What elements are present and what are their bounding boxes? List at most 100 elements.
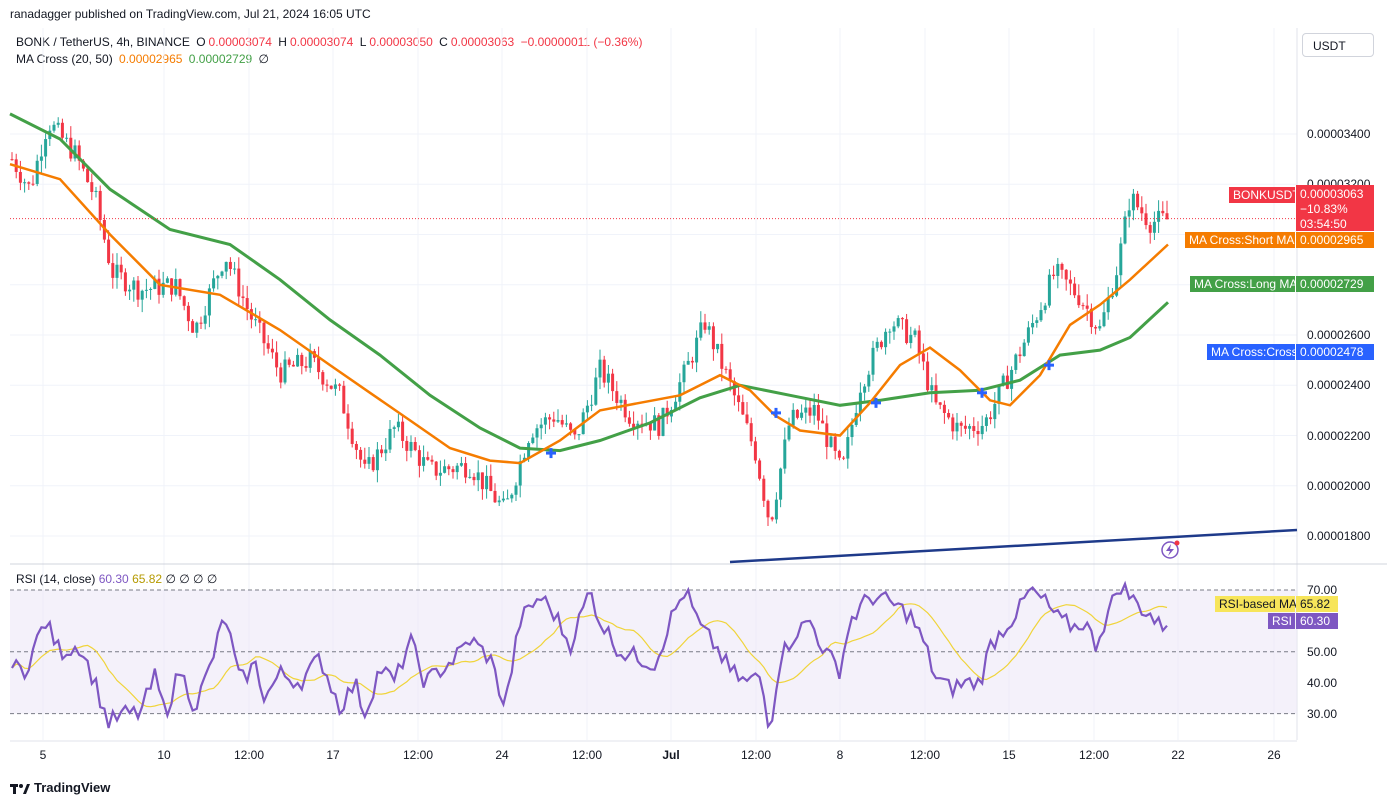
candle-body bbox=[60, 122, 64, 138]
cross-marker bbox=[1047, 360, 1051, 371]
candle-body bbox=[304, 366, 308, 368]
candle-body bbox=[23, 182, 27, 184]
candle-body bbox=[464, 463, 468, 478]
candle-body bbox=[611, 373, 615, 392]
candle-body bbox=[947, 412, 951, 418]
candle-body bbox=[737, 395, 741, 403]
candle-body bbox=[926, 361, 930, 391]
candle-body bbox=[514, 485, 518, 495]
candle-body bbox=[976, 431, 980, 435]
candle-body bbox=[1102, 312, 1106, 327]
candle-body bbox=[770, 517, 774, 520]
candle-body bbox=[804, 407, 808, 413]
candle-body bbox=[627, 417, 631, 424]
candle-body bbox=[1052, 274, 1056, 276]
high-value: 0.00003074 bbox=[289, 35, 354, 49]
time-axis-label: 12:00 bbox=[233, 748, 265, 762]
candle-body bbox=[892, 326, 896, 332]
candle-body bbox=[686, 360, 690, 365]
ma-title[interactable]: MA Cross (20, 50) bbox=[16, 52, 113, 66]
rsi-axis-label: 50.00 bbox=[1307, 644, 1338, 659]
low-label: L bbox=[359, 35, 367, 49]
candle-body bbox=[548, 417, 552, 420]
open-label: O bbox=[196, 35, 206, 49]
short-ma-name-tag: MA Cross:Short MA bbox=[1185, 232, 1295, 248]
candle-body bbox=[955, 422, 959, 432]
candle-body bbox=[606, 373, 610, 383]
candle-body bbox=[1144, 213, 1148, 226]
candle-body bbox=[1094, 327, 1098, 329]
cross-marker bbox=[774, 407, 778, 418]
candle-body bbox=[266, 343, 270, 349]
candle-body bbox=[745, 414, 749, 424]
candle-body bbox=[149, 288, 153, 290]
candle-body bbox=[363, 459, 367, 464]
candle-body bbox=[270, 348, 274, 353]
candle-body bbox=[287, 359, 291, 365]
candle-body bbox=[476, 472, 480, 481]
candle-body bbox=[405, 440, 409, 451]
candle-body bbox=[1119, 243, 1123, 276]
candle-body bbox=[1123, 216, 1127, 244]
time-axis-label: 22 bbox=[1171, 748, 1185, 762]
time-axis-label: 8 bbox=[836, 748, 844, 762]
candle-body bbox=[921, 353, 925, 362]
candle-body bbox=[816, 405, 820, 421]
candle-body bbox=[783, 439, 787, 469]
candle-body bbox=[674, 401, 678, 411]
candle-body bbox=[875, 341, 879, 348]
rsi-title[interactable]: RSI (14, close) bbox=[16, 572, 96, 586]
candle-body bbox=[354, 443, 358, 450]
candle-body bbox=[573, 429, 577, 435]
candle-body bbox=[443, 466, 447, 473]
cross-marker bbox=[980, 387, 984, 398]
candle-body bbox=[367, 457, 371, 464]
candle-body bbox=[434, 461, 438, 476]
candle-body bbox=[338, 384, 342, 386]
currency-unit-button[interactable]: USDT bbox=[1302, 33, 1374, 57]
candle-body bbox=[161, 282, 165, 295]
candle-body bbox=[619, 399, 623, 403]
candle-body bbox=[1022, 342, 1026, 357]
candle-body bbox=[275, 352, 279, 368]
candle-body bbox=[44, 139, 48, 157]
symbol-title[interactable]: BONK / TetherUS, 4h, BINANCE bbox=[16, 35, 190, 49]
candle-body bbox=[392, 427, 396, 429]
candle-body bbox=[577, 434, 581, 436]
open-value: 0.00003074 bbox=[208, 35, 272, 49]
candle-body bbox=[18, 171, 22, 183]
candle-body bbox=[153, 278, 157, 289]
candle-body bbox=[690, 360, 694, 363]
candle-body bbox=[430, 459, 434, 462]
candle-body bbox=[569, 423, 573, 430]
tradingview-logo[interactable]: TradingView bbox=[10, 780, 110, 795]
candle-body bbox=[119, 264, 123, 273]
candle-body bbox=[564, 423, 568, 425]
rsi-legend: RSI (14, close) 60.30 65.82 ∅ ∅ ∅ ∅ bbox=[16, 572, 217, 586]
candle-body bbox=[52, 124, 56, 131]
candle-body bbox=[968, 426, 972, 429]
price-axis-label: 0.00002600 bbox=[1307, 328, 1371, 342]
candle-body bbox=[111, 263, 115, 278]
candle-body bbox=[186, 305, 190, 322]
short-ma-line bbox=[9, 163, 1169, 465]
ma-long-value: 0.00002729 bbox=[188, 52, 253, 66]
candle-body bbox=[182, 296, 186, 306]
candle-body bbox=[233, 268, 237, 270]
rsi-line bbox=[11, 580, 1168, 730]
candle-body bbox=[774, 499, 778, 520]
candle-body bbox=[518, 461, 522, 486]
alert-icon-circle bbox=[1161, 541, 1179, 559]
candle-body bbox=[212, 278, 216, 289]
rsi-value-tag: 60.30 bbox=[1296, 613, 1338, 629]
candle-body bbox=[77, 145, 81, 161]
cross-marker bbox=[549, 448, 553, 459]
candle-body bbox=[716, 343, 720, 350]
rsi-axis-label: 70.00 bbox=[1307, 583, 1338, 597]
candle-body bbox=[989, 417, 993, 420]
candle-body bbox=[245, 298, 249, 310]
candle-body bbox=[300, 354, 304, 367]
candle-body bbox=[753, 441, 757, 461]
short-ma-value-tag: 0.00002965 bbox=[1296, 232, 1374, 248]
